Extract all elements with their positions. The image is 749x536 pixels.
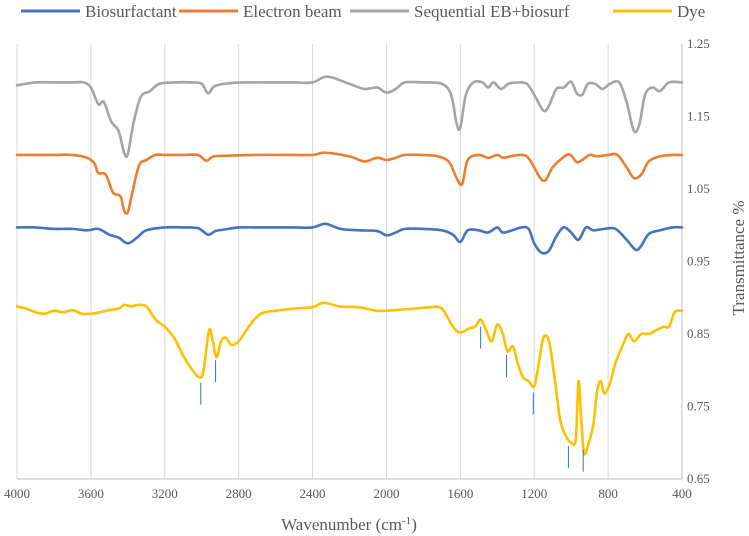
axis-lines bbox=[17, 44, 683, 480]
y-tick-label-0-75: 0.75 bbox=[687, 399, 710, 414]
x-tick-label-2800: 2800 bbox=[226, 486, 252, 501]
series-line-sequential-eb-biosurf bbox=[15, 75, 684, 159]
x-tick-label-400: 400 bbox=[672, 486, 692, 501]
legend-label-sequential-eb-biosurf: Sequential EB+biosurf bbox=[414, 2, 570, 21]
y-tick-label-1-25: 1.25 bbox=[687, 36, 710, 51]
series-line-biosurfactant bbox=[15, 222, 684, 255]
x-tick-labels: 4000 3600 3200 2800 2400 2000 1600 1200 800 400 bbox=[4, 486, 692, 501]
y-tick-labels: 1.25 1.15 1.05 0.95 0.85 0.75 0.65 bbox=[687, 36, 710, 486]
y-tick-label-0-95: 0.95 bbox=[687, 254, 710, 269]
x-tick-label-2000: 2000 bbox=[373, 486, 399, 501]
x-tick-label-3600: 3600 bbox=[78, 486, 104, 501]
x-tick-label-800: 800 bbox=[598, 486, 618, 501]
x-tick-label-1200: 1200 bbox=[521, 486, 547, 501]
x-axis-title-superscript: -1 bbox=[402, 515, 411, 527]
legend-label-electron-beam: Electron beam bbox=[243, 2, 342, 21]
y-tick-label-1-05: 1.05 bbox=[687, 181, 710, 196]
peak-markers bbox=[200, 326, 584, 472]
x-axis-title-close: ) bbox=[411, 515, 417, 534]
legend-label-biosurfactant: Biosurfactant bbox=[85, 2, 177, 21]
y-axis-title: Transmittance % bbox=[729, 200, 748, 315]
x-tick-label-1600: 1600 bbox=[447, 486, 473, 501]
x-tick-label-3200: 3200 bbox=[152, 486, 178, 501]
y-tick-label-1-15: 1.15 bbox=[687, 109, 710, 124]
y-tick-label-0-85: 0.85 bbox=[687, 326, 710, 341]
series-line-electron-beam bbox=[15, 151, 684, 215]
x-tick-label-2400: 2400 bbox=[300, 486, 326, 501]
series-line-dye bbox=[15, 301, 684, 456]
legend-label-dye: Dye bbox=[677, 2, 705, 21]
y-tick-label-0-65: 0.65 bbox=[687, 471, 710, 486]
legend: Biosurfactant Electron beam Sequential EB+… bbox=[21, 2, 705, 21]
series-lines bbox=[15, 75, 684, 456]
x-axis-title-main: Wavenumber (cm bbox=[281, 515, 402, 534]
vertical-gridlines bbox=[16, 44, 683, 479]
x-tick-label-4000: 4000 bbox=[4, 486, 30, 501]
x-axis-title: Wavenumber (cm-1) bbox=[281, 515, 417, 534]
